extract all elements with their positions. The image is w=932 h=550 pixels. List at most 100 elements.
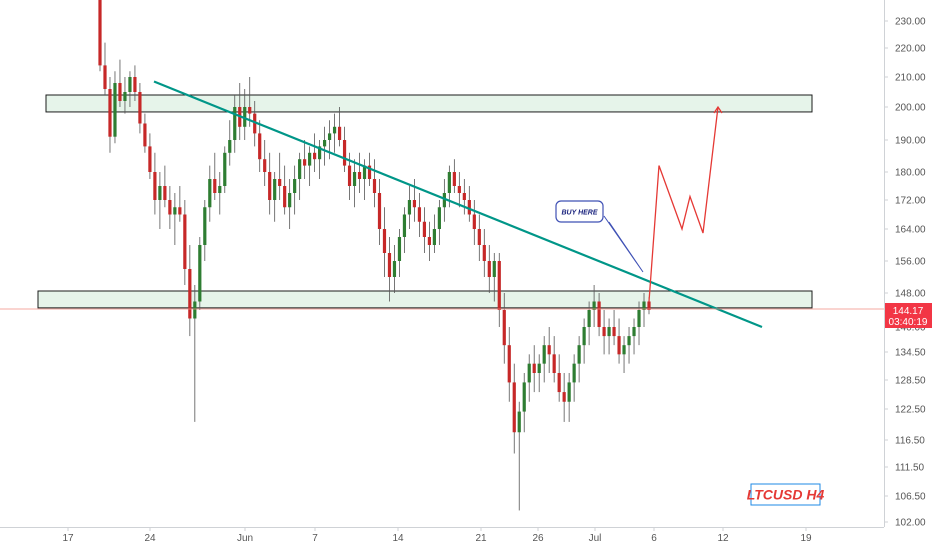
candle-body — [627, 336, 631, 346]
candle-body — [612, 327, 616, 337]
candle-body — [542, 345, 546, 364]
candle-body — [303, 159, 307, 166]
candle-body — [592, 301, 596, 310]
trendline-group — [153, 80, 763, 329]
candle-body — [188, 269, 192, 319]
candle-body — [602, 327, 606, 337]
candle-body — [228, 140, 232, 153]
candle-body — [332, 126, 337, 134]
candle-body — [427, 237, 431, 245]
candle-body — [642, 301, 646, 310]
candle-body — [577, 345, 581, 364]
candle-body — [367, 165, 372, 179]
price-tick-label: 210.00 — [895, 73, 926, 84]
candle-body — [113, 83, 117, 137]
buy-here-text: BUY HERE — [561, 210, 597, 217]
price-axis[interactable]: 230.00 220.00 210.00 200.00 190.00 180.00 172.… — [884, 0, 932, 529]
candle-body — [442, 193, 446, 208]
candle-body — [502, 310, 506, 346]
plot-area[interactable]: BUY HERE LTCUSD H4 — [0, 0, 884, 511]
candle-body — [637, 310, 641, 327]
candle-body — [263, 159, 267, 172]
candle-body — [567, 382, 571, 402]
candle-body — [118, 83, 122, 101]
candle-body — [308, 152, 312, 166]
candle-body — [597, 301, 601, 327]
candle-body — [382, 229, 387, 253]
price-tick-label: 156.00 — [895, 257, 926, 268]
time-tick-label: 26 — [532, 533, 544, 544]
candle-body — [143, 123, 147, 147]
candle-body — [283, 186, 287, 208]
price-tick-label: 172.00 — [895, 196, 926, 207]
candle-body — [617, 336, 621, 355]
candle-body — [327, 133, 332, 140]
candle-body — [402, 214, 407, 237]
candle-body — [497, 261, 501, 310]
candle-body — [98, 0, 102, 66]
candle-body — [168, 200, 172, 215]
candle-body — [472, 214, 476, 229]
time-tick-label: 24 — [144, 533, 156, 544]
price-axis-ticks: 230.00 220.00 210.00 200.00 190.00 180.00 172.… — [884, 17, 926, 529]
downtrend-line — [153, 80, 763, 329]
candle-body — [432, 229, 436, 245]
candle-body — [233, 107, 237, 140]
resistance-zone-rect — [45, 94, 813, 113]
price-tick-label: 128.50 — [895, 376, 926, 387]
support-zone-rect — [37, 290, 813, 309]
candle-body — [352, 172, 357, 186]
candle-body — [173, 207, 177, 215]
candle-body — [362, 165, 367, 179]
time-tick-label: 21 — [475, 533, 487, 544]
price-tick-label: 134.50 — [895, 348, 926, 359]
countdown-timer: 03:40:19 — [889, 317, 928, 328]
candle-body — [487, 261, 491, 277]
time-tick-label: 14 — [392, 533, 404, 544]
candle-body — [357, 172, 362, 179]
candle-body — [397, 237, 402, 261]
candle-body — [337, 126, 342, 140]
price-tick-label: 106.50 — [895, 492, 926, 503]
candle-body — [422, 221, 427, 237]
time-tick-label: Jul — [589, 533, 602, 544]
candle-body — [527, 363, 531, 383]
candle-body — [492, 261, 496, 277]
candle-body — [562, 392, 566, 402]
price-tick-label: 116.50 — [895, 436, 925, 447]
candles-group — [98, 0, 651, 511]
candle-body — [507, 345, 511, 383]
candle-body — [108, 89, 112, 137]
time-tick-label: 17 — [62, 533, 74, 544]
time-tick-label: 6 — [651, 533, 657, 544]
price-tick-label: 190.00 — [895, 136, 926, 147]
candle-body — [647, 301, 651, 310]
candle-body — [268, 172, 272, 200]
price-tick-label: 220.00 — [895, 44, 926, 55]
candle-body — [253, 113, 257, 134]
candle-body — [342, 140, 347, 166]
candle-body — [387, 253, 392, 277]
resistance-zone — [45, 94, 813, 113]
candle-body — [123, 92, 127, 101]
candle-body — [158, 186, 162, 200]
candle-body — [512, 382, 516, 433]
candle-body — [183, 214, 187, 269]
candle-body — [293, 179, 297, 193]
candle-body — [313, 152, 317, 160]
current-price-tag-box — [885, 303, 932, 328]
candle-body — [153, 172, 157, 200]
price-tick-label: 122.50 — [895, 405, 926, 416]
price-tick-label: 148.00 — [895, 289, 926, 300]
candle-body — [462, 193, 466, 200]
candle-body — [552, 354, 556, 373]
candle-body — [457, 186, 461, 193]
candle-body — [517, 411, 521, 433]
support-zone — [37, 290, 813, 309]
candle-body — [572, 363, 576, 383]
candle-body — [537, 363, 541, 373]
candle-body — [622, 345, 626, 355]
time-axis[interactable]: 17 24 Jun 7 14 21 26 Jul 6 12 19 — [0, 527, 884, 544]
candle-body — [482, 245, 486, 261]
